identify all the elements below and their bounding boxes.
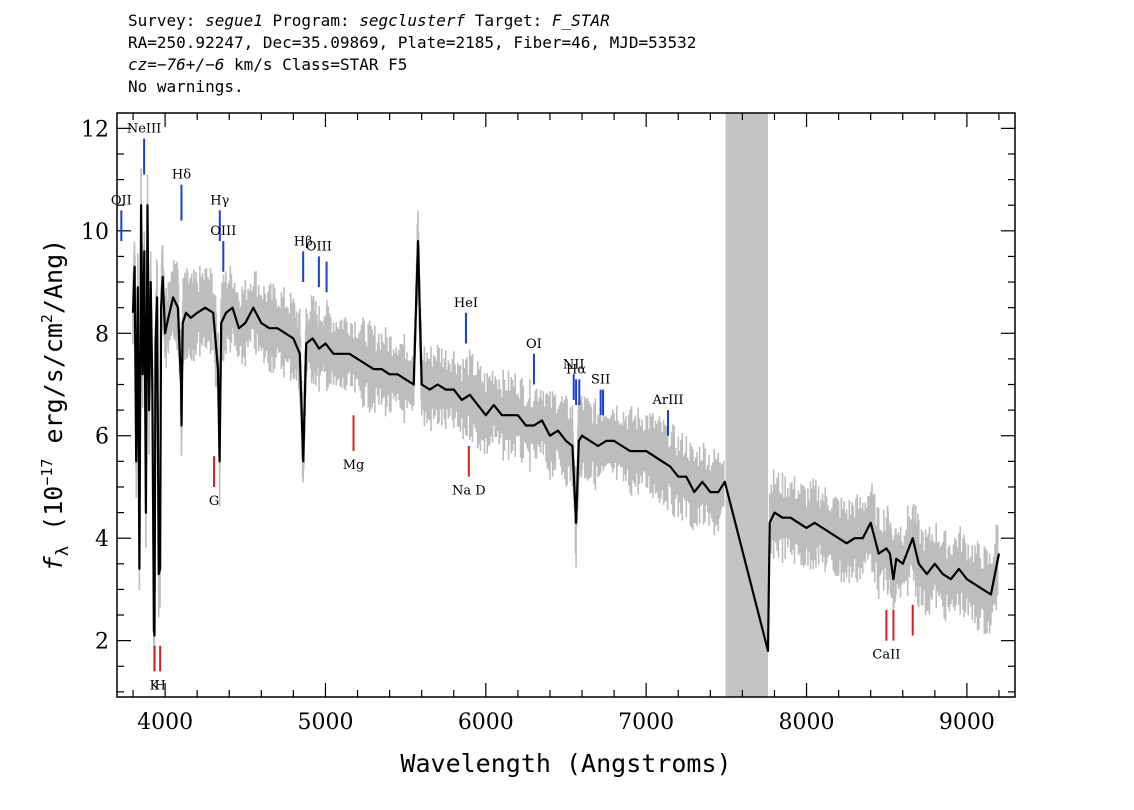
header-line-survey: Survey: segue1 Program: segclusterf Targ…: [128, 11, 610, 30]
spectral-line-label: Hγ: [210, 193, 229, 208]
spectral-line-label: NeIII: [127, 122, 161, 137]
spectral-line-label: ArIII: [651, 393, 683, 408]
cz-value: −76+/−6: [156, 55, 225, 74]
spectrum-line: [131, 204, 1001, 653]
plot-frame: [116, 112, 1016, 698]
spectral-line-label: HeI: [454, 296, 478, 311]
x-tick-label: 9000: [939, 710, 995, 735]
header-line-coordinates: RA=250.92247, Dec=35.09869, Plate=2185, …: [128, 33, 697, 52]
y-tick-label: 8: [95, 322, 109, 347]
x-tick-label: 4000: [137, 710, 193, 735]
spectral-line-label: K: [150, 678, 160, 693]
spectral-line-label: NII: [563, 357, 585, 372]
spectrum-header: Survey: segue1 Program: segclusterf Targ…: [128, 10, 696, 98]
x-axis-label: Wavelength (Angstroms): [400, 749, 731, 778]
masked-region: [725, 113, 769, 697]
spectral-line-label: Mg: [343, 458, 365, 473]
program-name: segclusterf: [359, 11, 466, 30]
spectral-line-label: SII: [591, 373, 610, 388]
y-tick-label: 4: [95, 527, 109, 552]
header-line-warnings: No warnings.: [128, 77, 244, 96]
spectral-line-label: OII: [111, 193, 132, 208]
spectral-line-label: Na D: [452, 484, 486, 499]
spectral-line-label: Hδ: [172, 168, 191, 183]
target-name: F_STAR: [551, 11, 610, 30]
y-tick-label: 6: [95, 425, 109, 450]
spectral-line-label: Hα: [566, 362, 586, 377]
header-line-redshift: cz=−76+/−6 km/s Class=STAR F5: [128, 55, 408, 74]
spectral-line-label: OIII: [210, 224, 236, 239]
spectral-line-label: H: [154, 678, 165, 693]
y-axis-ticks: 2 4 6 8 10 12: [81, 117, 1015, 693]
survey-name: segue1: [205, 11, 263, 30]
y-axis-label: fλ (10−17 erg/s/cm2/Ang): [38, 239, 73, 571]
y-tick-label: 2: [95, 630, 109, 655]
spectral-line-label: CaII: [872, 648, 900, 663]
x-tick-label: 5000: [297, 710, 353, 735]
x-tick-label: 7000: [618, 710, 674, 735]
spectral-line-label: OIII: [306, 239, 332, 254]
y-tick-label: 12: [81, 117, 109, 142]
x-axis-ticks: 4000 5000 6000 7000 8000 9000: [132, 113, 1000, 735]
spectral-line-label: OI: [526, 337, 542, 352]
spectral-line-label: G: [209, 494, 219, 509]
spectral-line-label: Hβ: [294, 234, 313, 249]
absorption-lines: KH G Mg Na D CaII: [150, 415, 914, 693]
y-tick-label: 10: [81, 220, 109, 245]
x-tick-label: 6000: [458, 710, 514, 735]
error-band: [132, 168, 999, 670]
x-tick-label: 8000: [779, 710, 835, 735]
